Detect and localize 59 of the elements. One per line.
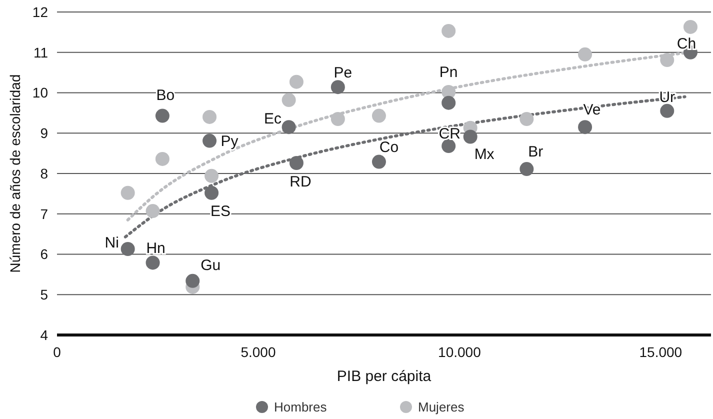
annotation: Py bbox=[220, 133, 239, 150]
point bbox=[289, 156, 304, 170]
point bbox=[120, 186, 135, 200]
point bbox=[442, 139, 456, 154]
y-tick-label: 7 bbox=[40, 206, 48, 222]
point bbox=[146, 204, 160, 218]
y-tick-label: 10 bbox=[32, 84, 48, 101]
point bbox=[372, 154, 386, 169]
annotation: Ni bbox=[104, 234, 119, 252]
legend-label: Mujeres bbox=[418, 400, 465, 415]
y-tick-label: 8 bbox=[40, 165, 48, 182]
point bbox=[155, 108, 170, 123]
point bbox=[660, 104, 674, 118]
point bbox=[202, 110, 217, 124]
x-tick-label: 0 bbox=[53, 344, 62, 360]
point bbox=[120, 242, 135, 256]
x-axis-title: PIB per cápita bbox=[336, 368, 432, 385]
y-tick-label: 4 bbox=[40, 326, 48, 343]
point bbox=[520, 162, 534, 176]
point bbox=[155, 152, 170, 166]
y-tick-label: 9 bbox=[40, 125, 48, 142]
point bbox=[146, 256, 160, 270]
point bbox=[282, 120, 296, 134]
point bbox=[204, 168, 219, 183]
y-tick-label: 6 bbox=[40, 246, 48, 262]
point bbox=[578, 120, 592, 134]
point bbox=[463, 130, 478, 144]
annotation: Pe bbox=[334, 64, 352, 82]
point bbox=[204, 186, 219, 200]
x-tick-label: 10.000 bbox=[438, 344, 482, 360]
point bbox=[186, 274, 200, 288]
point bbox=[683, 20, 698, 34]
point bbox=[202, 134, 217, 148]
y-tick-label: 5 bbox=[40, 286, 48, 303]
annotation: RD bbox=[290, 173, 312, 190]
legend-label: Hombres bbox=[274, 400, 328, 415]
point bbox=[520, 112, 534, 126]
annotation: Hn bbox=[146, 240, 166, 257]
point bbox=[442, 96, 456, 110]
point bbox=[330, 80, 345, 94]
x-tick-label: 15.000 bbox=[639, 344, 682, 360]
annotation: Br bbox=[528, 143, 544, 160]
annotation: Mx bbox=[474, 146, 495, 164]
point bbox=[372, 108, 386, 123]
point bbox=[660, 53, 674, 68]
point bbox=[282, 93, 296, 108]
annotation: Ch bbox=[676, 36, 696, 53]
annotation: Co bbox=[379, 139, 399, 156]
annotation: Pn bbox=[439, 64, 458, 82]
point bbox=[330, 112, 345, 126]
point bbox=[442, 24, 456, 38]
y-tick-label: 11 bbox=[33, 44, 48, 60]
point bbox=[578, 47, 592, 62]
annotation: Ec bbox=[264, 110, 282, 128]
y-axis-title: Número de años de escolaridad bbox=[7, 74, 23, 273]
point bbox=[289, 74, 304, 89]
annotation: Gu bbox=[200, 257, 221, 274]
x-tick-label: 5.000 bbox=[240, 344, 276, 360]
y-tick-label: 12 bbox=[32, 4, 48, 20]
